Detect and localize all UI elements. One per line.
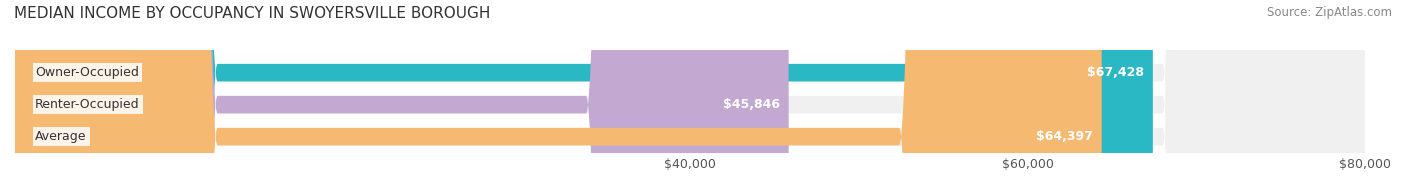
FancyBboxPatch shape (15, 0, 1153, 196)
FancyBboxPatch shape (15, 0, 789, 196)
Text: $45,846: $45,846 (723, 98, 780, 111)
Text: Source: ZipAtlas.com: Source: ZipAtlas.com (1267, 6, 1392, 19)
Text: MEDIAN INCOME BY OCCUPANCY IN SWOYERSVILLE BOROUGH: MEDIAN INCOME BY OCCUPANCY IN SWOYERSVIL… (14, 6, 491, 21)
FancyBboxPatch shape (15, 0, 1365, 196)
Text: Average: Average (35, 130, 87, 143)
FancyBboxPatch shape (15, 0, 1102, 196)
Text: $67,428: $67,428 (1087, 66, 1144, 79)
FancyBboxPatch shape (15, 0, 1365, 196)
Text: Renter-Occupied: Renter-Occupied (35, 98, 139, 111)
Text: $64,397: $64,397 (1036, 130, 1094, 143)
FancyBboxPatch shape (15, 0, 1365, 196)
Text: Owner-Occupied: Owner-Occupied (35, 66, 139, 79)
